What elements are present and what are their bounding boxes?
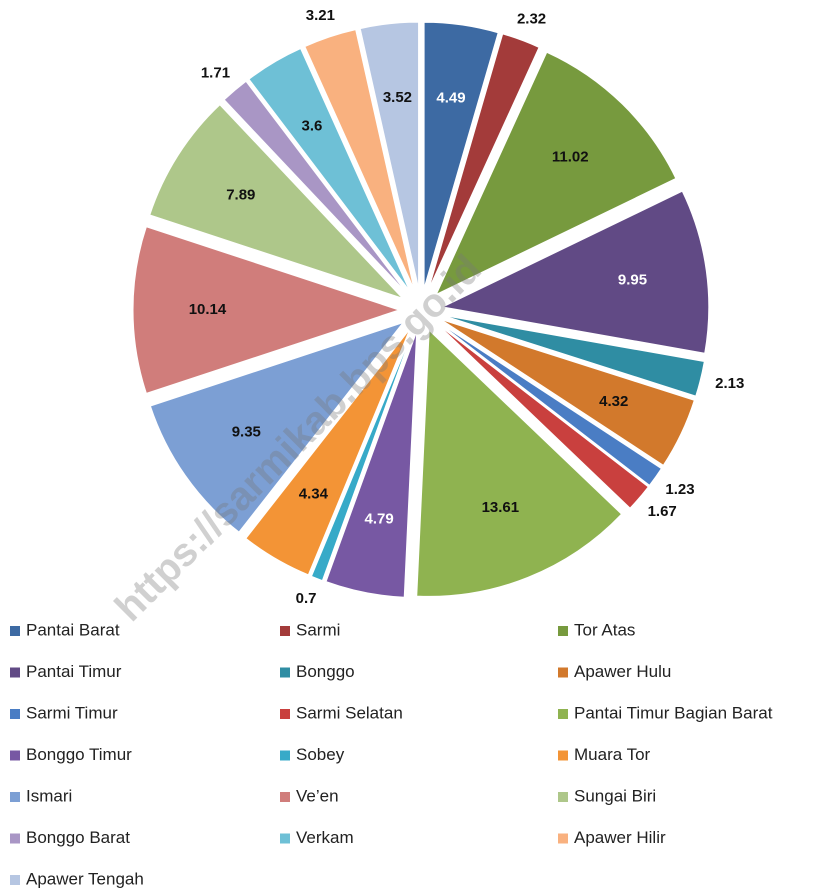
pie-slice — [245, 328, 411, 576]
legend-swatch — [280, 626, 290, 636]
data-label: 4.79 — [365, 510, 394, 527]
legend-label: Bonggo Barat — [26, 828, 130, 847]
legend-swatch — [10, 792, 20, 802]
pie-slice — [438, 322, 663, 487]
legend-swatch — [558, 667, 568, 678]
data-label: 9.95 — [618, 272, 647, 289]
pie-slice — [325, 331, 418, 598]
data-label: 3.6 — [302, 117, 323, 134]
legend-label: Muara Tor — [574, 745, 651, 764]
data-label: 3.21 — [306, 7, 335, 24]
pie-slice — [437, 323, 649, 509]
pie-slice — [441, 190, 710, 354]
legend-swatch — [280, 750, 290, 761]
pie-slice — [359, 21, 420, 289]
legend-label: Sarmi — [296, 620, 340, 639]
pie-slice — [248, 47, 411, 292]
legend-label: Apawer Hulu — [574, 662, 671, 681]
pie-slice — [149, 104, 403, 299]
legend-label: Tor Atas — [574, 620, 635, 639]
legend-swatch — [558, 709, 568, 719]
legend-label: Bonggo Timur — [26, 745, 132, 764]
legend-label: Pantai Barat — [26, 620, 120, 639]
legend-label: Sarmi Selatan — [296, 703, 403, 722]
data-label: 7.89 — [226, 186, 255, 203]
legend-swatch — [558, 750, 568, 761]
legend-swatch — [280, 709, 290, 719]
data-label: 10.14 — [189, 301, 227, 318]
pie-slice — [149, 321, 405, 533]
data-label: 0.7 — [296, 590, 317, 607]
data-label: 1.71 — [201, 64, 230, 81]
pie-slice — [304, 29, 415, 290]
legend-swatch — [558, 792, 568, 802]
legend-label: Pantai Timur Bagian Barat — [574, 703, 773, 722]
data-label: 3.52 — [383, 89, 412, 106]
pie-slice — [223, 80, 408, 294]
legend-swatch — [10, 709, 20, 719]
legend-label: Sobey — [296, 745, 345, 764]
legend-swatch — [558, 833, 568, 844]
data-label: 4.32 — [599, 393, 628, 410]
legend-swatch — [10, 626, 20, 636]
data-label: 4.49 — [436, 90, 465, 107]
legend-label: Apawer Hilir — [574, 828, 666, 847]
pie-slice — [428, 33, 540, 290]
legend-label: Sarmi Timur — [26, 703, 118, 722]
pie-slice — [442, 314, 705, 397]
data-label: 4.34 — [299, 485, 329, 502]
legend-label: Verkam — [296, 828, 354, 847]
data-label: 13.61 — [482, 499, 520, 516]
legend-swatch — [280, 792, 290, 802]
data-label: 2.32 — [517, 10, 546, 27]
legend-label: Ve’en — [296, 786, 339, 805]
pie-slice — [416, 329, 623, 597]
legend-swatch — [10, 833, 20, 844]
pie-slice — [440, 318, 695, 466]
legend-label: Sungai Biri — [574, 786, 656, 805]
legend-swatch — [10, 750, 20, 761]
pie-slice — [310, 330, 414, 582]
legend-label: Ismari — [26, 786, 72, 805]
pie-slice — [132, 226, 401, 394]
pie-slice — [435, 51, 677, 296]
data-label: 2.13 — [715, 375, 744, 392]
data-label: 1.67 — [648, 503, 677, 520]
legend-label: Bonggo — [296, 662, 355, 681]
data-label: 11.02 — [552, 148, 589, 165]
data-label: 1.23 — [665, 481, 694, 498]
legend-swatch — [10, 667, 20, 678]
legend-swatch — [280, 833, 290, 844]
data-label: 9.35 — [232, 424, 261, 441]
legend-label: Apawer Tengah — [26, 869, 144, 888]
legend-label: Pantai Timur — [26, 662, 122, 681]
legend-swatch — [10, 875, 20, 885]
legend-swatch — [558, 626, 568, 636]
legend-swatch — [280, 667, 290, 678]
pie-slice — [423, 21, 499, 289]
